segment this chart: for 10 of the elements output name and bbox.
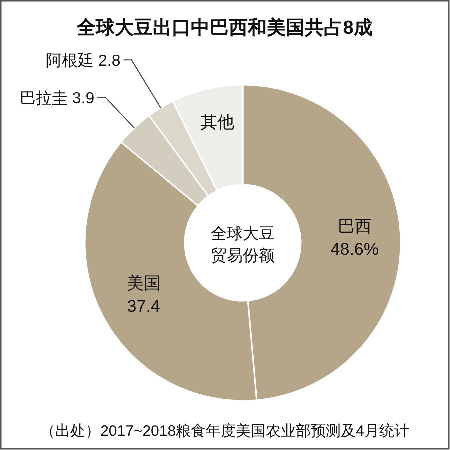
text: （出处）2017~2018粮食年度美国农业部预测及4月统计 xyxy=(40,423,410,440)
slice-label: 阿根廷 2.8 xyxy=(46,52,121,70)
slice-label: 美国 xyxy=(126,274,161,294)
slice-label: 其他 xyxy=(200,112,235,132)
slice-label: 巴拉圭 3.9 xyxy=(20,90,95,108)
text: 全球大豆贸易份额 xyxy=(211,225,275,265)
data-label: 48.6% xyxy=(330,240,379,260)
slice-label: 巴西 xyxy=(338,217,372,236)
data-label: 37.4 xyxy=(127,297,160,316)
chart-title: 全球大豆出口中巴西和美国共占8成 xyxy=(76,17,373,39)
